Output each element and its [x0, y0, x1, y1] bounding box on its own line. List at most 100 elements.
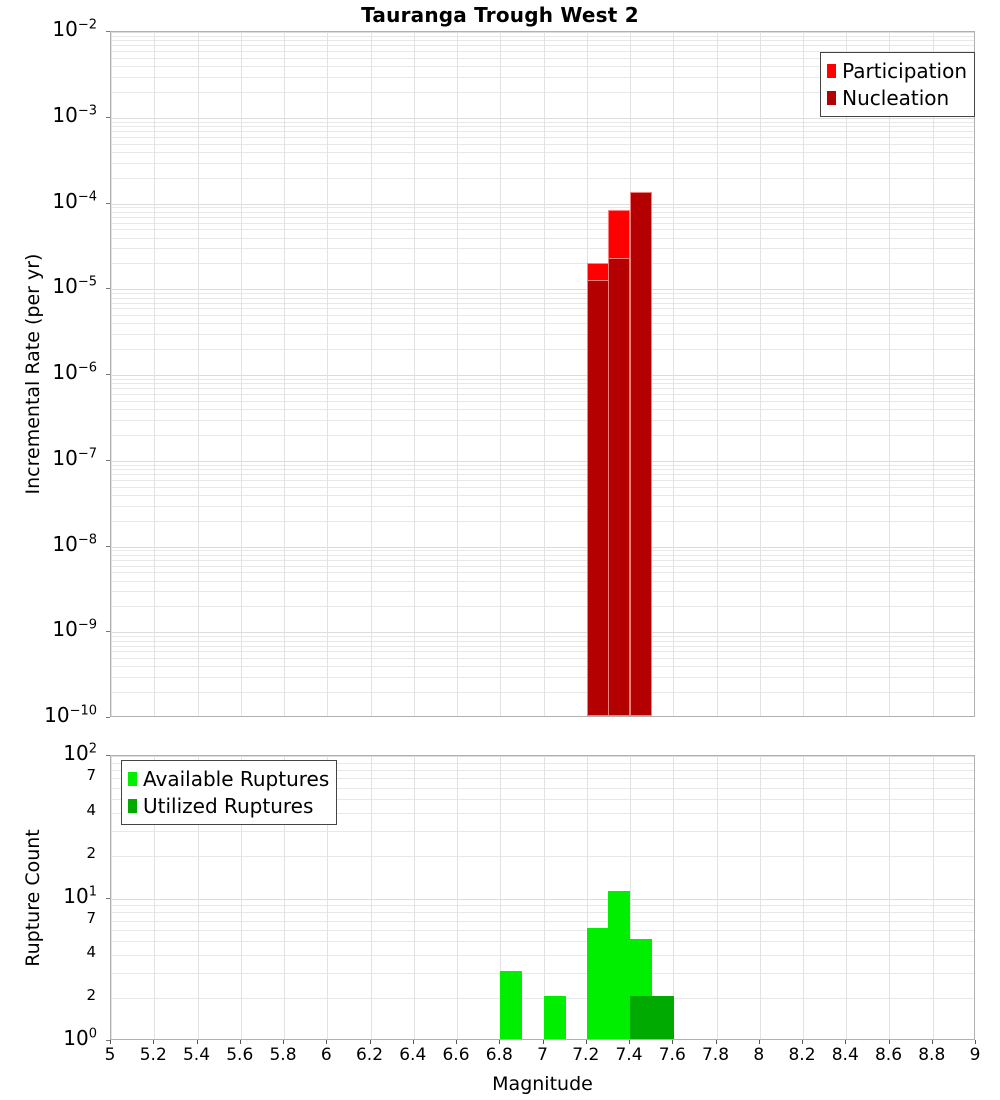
x-tickmark: [629, 1040, 630, 1044]
y-tick-label-bottom: 100: [63, 1026, 97, 1050]
gridline-horizontal-minor: [111, 45, 974, 46]
bar-utilized-ruptures: [630, 996, 652, 1039]
legend-label-utilized-ruptures: Utilized Ruptures: [143, 793, 314, 818]
gridline-horizontal-minor: [111, 126, 974, 127]
grid-top: [111, 32, 974, 716]
gridline-vertical: [760, 756, 761, 1039]
gridline-vertical: [889, 756, 890, 1039]
incremental-rate-plot-area: [110, 31, 975, 717]
y-tick-label-top: 10−8: [52, 531, 97, 556]
gridline-vertical: [717, 32, 718, 716]
gridline-horizontal-minor: [111, 641, 974, 642]
gridline-horizontal-minor: [111, 144, 974, 145]
gridline-horizontal-minor: [111, 131, 974, 132]
x-tick-label: 8.6: [874, 1045, 903, 1065]
gridline-horizontal-minor: [111, 778, 974, 779]
legend-item-participation[interactable]: Participation: [827, 57, 967, 84]
legend-item-nucleation[interactable]: Nucleation: [827, 84, 967, 111]
gridline-horizontal-minor: [111, 40, 974, 41]
x-axis-label: Magnitude: [492, 1073, 593, 1095]
x-tick-label: 7.2: [572, 1045, 600, 1065]
gridline-horizontal: [111, 632, 974, 633]
gridline-horizontal-minor: [111, 293, 974, 294]
y-tickmark-top: [106, 631, 110, 633]
legend-rupture-count: Available Ruptures Utilized Ruptures: [121, 760, 338, 825]
gridline-horizontal-minor: [111, 77, 974, 78]
y-tickmark-top: [106, 288, 110, 290]
gridline-horizontal-minor: [111, 229, 974, 230]
gridline-horizontal: [111, 756, 974, 757]
gridline-vertical: [933, 756, 934, 1039]
gridline-vertical: [500, 756, 501, 1039]
gridline-vertical: [673, 756, 674, 1039]
gridline-horizontal-minor: [111, 646, 974, 647]
gridline-vertical: [198, 756, 199, 1039]
gridline-horizontal: [111, 375, 974, 376]
gridline-horizontal: [111, 461, 974, 462]
y-tickmark-top: [106, 459, 110, 461]
gridline-horizontal-minor: [111, 51, 974, 52]
gridline-horizontal-minor: [111, 905, 974, 906]
gridline-vertical: [717, 756, 718, 1039]
y-tick-label-bottom: 101: [63, 883, 97, 908]
gridline-horizontal-minor: [111, 572, 974, 573]
x-tick-label: 7.6: [658, 1045, 686, 1065]
x-tickmark: [499, 1040, 501, 1044]
x-tickmark: [326, 1040, 328, 1044]
legend-item-utilized-ruptures[interactable]: Utilized Ruptures: [128, 792, 329, 819]
gridline-horizontal-minor: [111, 379, 974, 380]
gridline-vertical: [154, 756, 155, 1039]
legend-item-available-ruptures[interactable]: Available Ruptures: [128, 765, 329, 792]
legend-label-participation: Participation: [842, 58, 967, 83]
gridline-horizontal-minor: [111, 555, 974, 556]
x-tickmark: [585, 1040, 587, 1044]
gridline-vertical: [327, 32, 328, 716]
x-tick-label: 6.2: [355, 1045, 384, 1065]
gridline-vertical: [414, 756, 415, 1039]
gridline-horizontal-minor: [111, 692, 974, 693]
gridline-vertical: [414, 32, 415, 716]
gridline-vertical: [544, 32, 545, 716]
gridline-horizontal-minor: [111, 178, 974, 179]
bar-available-ruptures: [608, 891, 630, 1039]
gridline-vertical: [371, 32, 372, 716]
gridline-horizontal-minor: [111, 308, 974, 309]
gridline-horizontal-minor: [111, 813, 974, 814]
x-tickmark: [196, 1040, 198, 1044]
gridline-horizontal-minor: [111, 677, 974, 678]
x-tickmark: [542, 1040, 544, 1044]
gridline-vertical: [457, 756, 458, 1039]
bars-rupture-count: [111, 756, 974, 1039]
gridline-horizontal-minor: [111, 36, 974, 37]
gridline-vertical: [673, 32, 674, 716]
y-tickmark-top: [106, 202, 110, 204]
gridline-horizontal-minor: [111, 495, 974, 496]
y-tickmark-bottom: [106, 1040, 110, 1041]
gridline-horizontal-minor: [111, 212, 974, 213]
gridline-horizontal-minor: [111, 238, 974, 239]
x-tick-label: 8.8: [918, 1045, 946, 1065]
gridline-horizontal-minor: [111, 388, 974, 389]
gridline-horizontal-minor: [111, 323, 974, 324]
y-tick-label-top: 10−10: [44, 703, 97, 727]
gridline-vertical: [889, 32, 890, 716]
x-tick-label: 7.4: [615, 1045, 643, 1065]
gridline-horizontal: [111, 118, 974, 119]
gridline-horizontal-minor: [111, 487, 974, 488]
y-minor-tick-label: 4: [86, 800, 96, 819]
gridline-horizontal-minor: [111, 606, 974, 607]
x-tickmark: [888, 1040, 890, 1044]
gridline-horizontal-minor: [111, 349, 974, 350]
bars-incremental-rate: [111, 32, 974, 716]
y-tick-label-top: 10−3: [52, 102, 97, 127]
x-tickmark: [412, 1040, 414, 1044]
gridline-horizontal-minor: [111, 550, 974, 551]
gridline-horizontal-minor: [111, 856, 974, 857]
gridline-horizontal: [111, 289, 974, 290]
gridline-vertical: [111, 32, 112, 716]
gridline-horizontal-minor: [111, 303, 974, 304]
gridline-horizontal-minor: [111, 930, 974, 931]
gridline-horizontal-minor: [111, 666, 974, 667]
gridline-horizontal: [111, 547, 974, 548]
x-tick-label: 8: [753, 1045, 765, 1065]
